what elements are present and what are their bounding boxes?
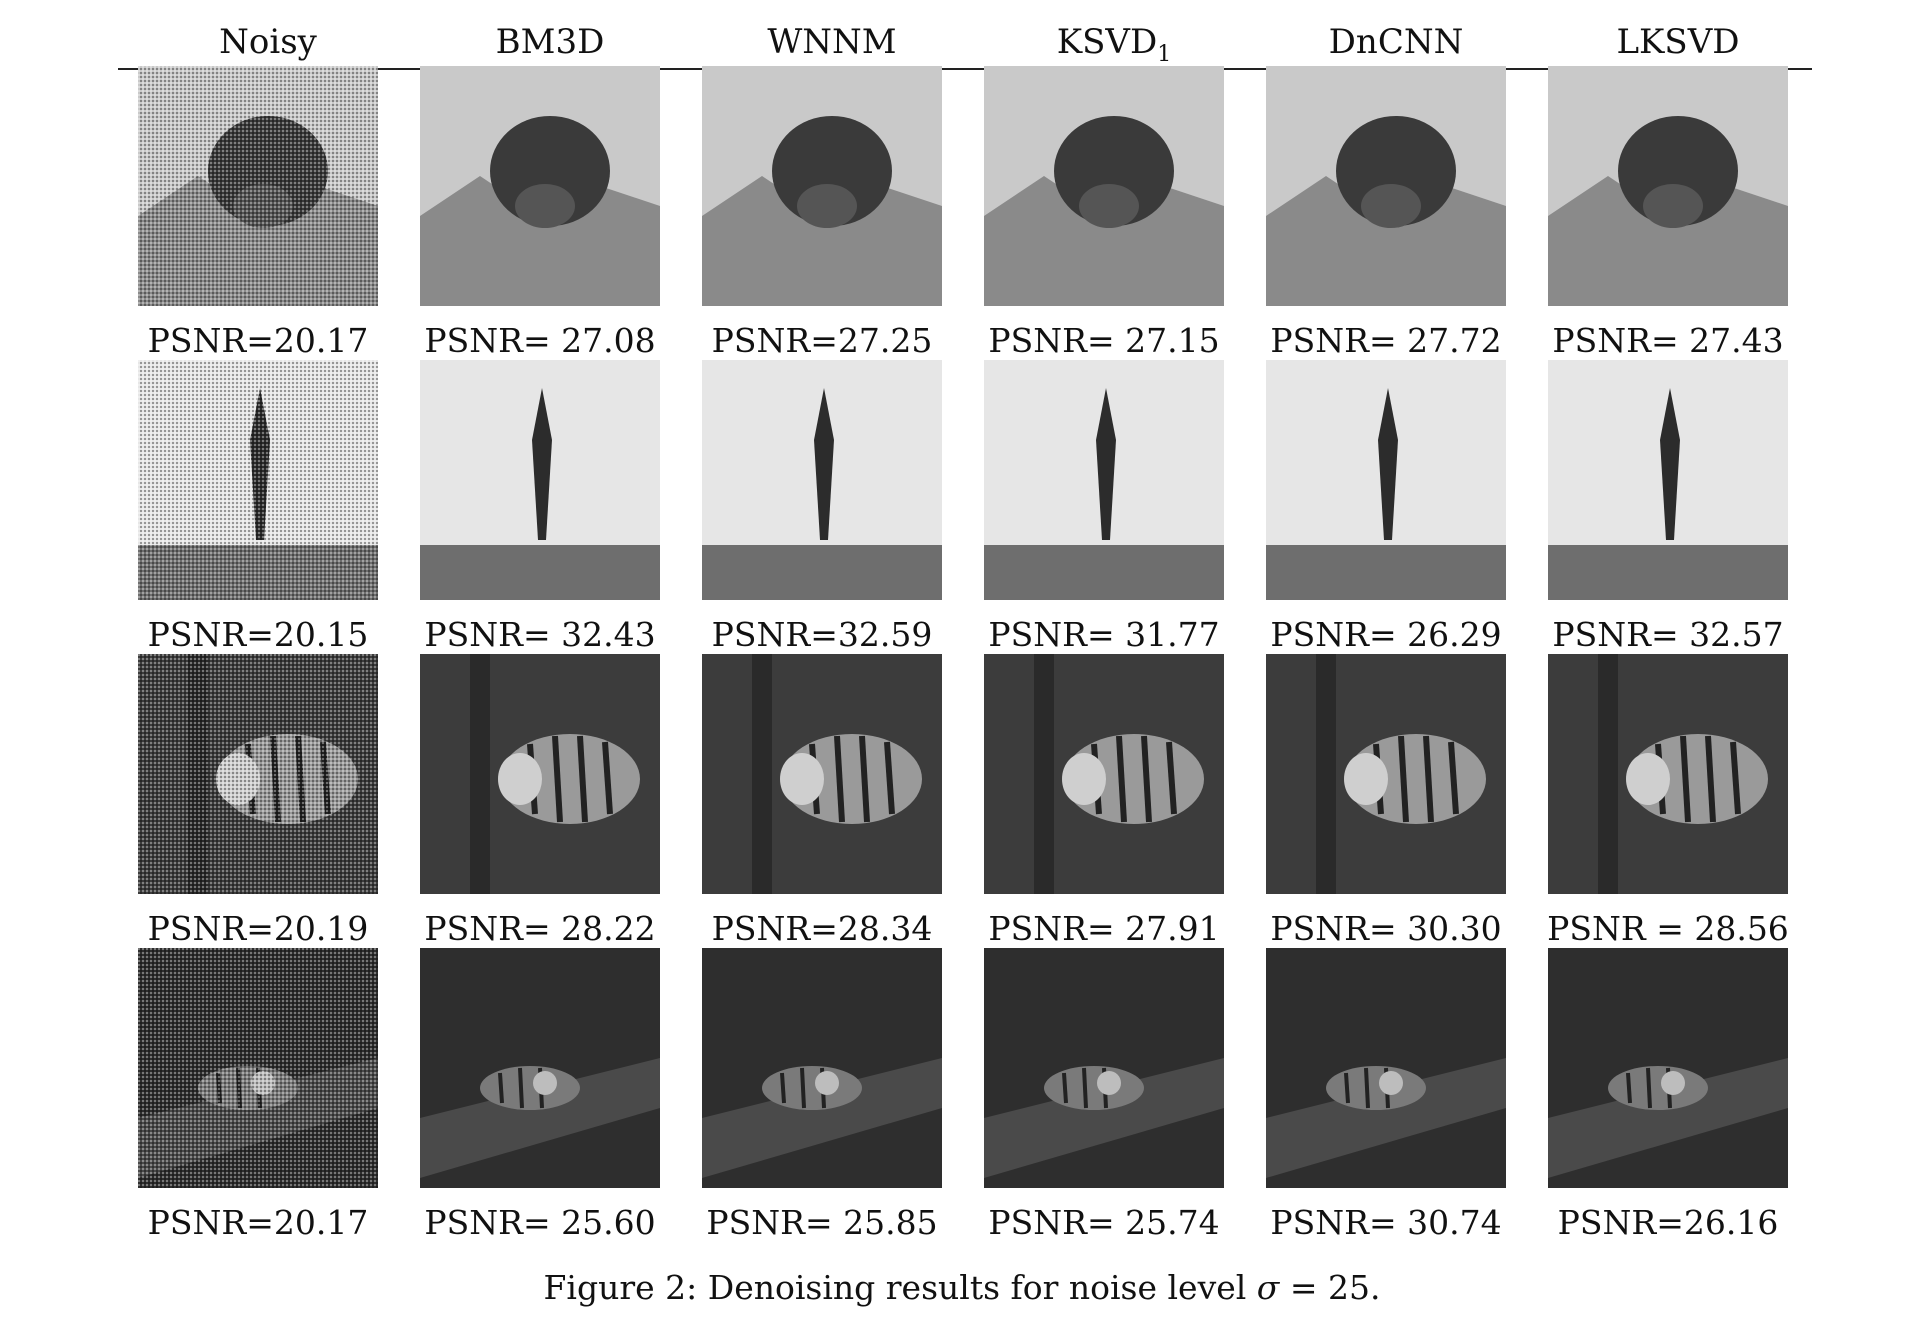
psnr-label: PSNR=20.15 — [147, 615, 369, 654]
column-header-row: Noisy BM3D WNNM KSVD1 DnCNN LKSVD — [118, 18, 1812, 70]
column-header-dncnn: DnCNN — [1328, 22, 1464, 62]
column-header-ksvd1: KSVD1 — [1056, 22, 1172, 67]
psnr-label: PSNR=26.16 — [1557, 1203, 1779, 1242]
tiger-foliage-image-lksvd — [1548, 948, 1788, 1188]
column-header-lksvd: LKSVD — [1616, 22, 1740, 62]
psnr-label: PSNR= 25.60 — [424, 1203, 656, 1242]
tiger-foliage-image-ksvd1 — [984, 948, 1224, 1188]
penguin-image-wnnm — [702, 360, 942, 600]
lion-image-noisy — [138, 66, 378, 306]
psnr-label: PSNR=27.25 — [711, 321, 933, 360]
tiger-image-ksvd1 — [984, 654, 1224, 894]
tiger-image-noisy — [138, 654, 378, 894]
psnr-label: PSNR= 28.22 — [424, 909, 656, 948]
psnr-label: PSNR=20.17 — [147, 1203, 369, 1242]
tiger-image-dncnn — [1266, 654, 1506, 894]
psnr-label: PSNR= 26.29 — [1270, 615, 1502, 654]
psnr-label: PSNR= 27.43 — [1552, 321, 1784, 360]
figure-caption: Figure 2: Denoising results for noise le… — [543, 1268, 1381, 1307]
psnr-label: PSNR= 27.72 — [1270, 321, 1502, 360]
psnr-label: PSNR=20.17 — [147, 321, 369, 360]
tiger-foliage-image-dncnn — [1266, 948, 1506, 1188]
psnr-label: PSNR= 30.74 — [1270, 1203, 1502, 1242]
psnr-label: PSNR=20.19 — [147, 909, 369, 948]
psnr-label: PSNR= 27.08 — [424, 321, 656, 360]
column-header-bm3d: BM3D — [495, 22, 605, 62]
column-header-noisy: Noisy — [219, 22, 317, 62]
lion-image-dncnn — [1266, 66, 1506, 306]
lion-image-bm3d — [420, 66, 660, 306]
psnr-label: PSNR= 30.30 — [1270, 909, 1502, 948]
column-header-wnnm: WNNM — [767, 22, 897, 62]
lion-image-lksvd — [1548, 66, 1788, 306]
ksvd-subscript: 1 — [1157, 41, 1172, 67]
psnr-label: PSNR= 25.85 — [706, 1203, 938, 1242]
psnr-label: PSNR= 32.57 — [1552, 615, 1784, 654]
psnr-label: PSNR=28.34 — [711, 909, 933, 948]
tiger-foliage-image-noisy — [138, 948, 378, 1188]
psnr-label: PSNR= 32.43 — [424, 615, 656, 654]
psnr-label: PSNR=32.59 — [711, 615, 933, 654]
lion-image-wnnm — [702, 66, 942, 306]
tiger-image-lksvd — [1548, 654, 1788, 894]
penguin-image-ksvd1 — [984, 360, 1224, 600]
tiger-image-bm3d — [420, 654, 660, 894]
penguin-image-lksvd — [1548, 360, 1788, 600]
tiger-foliage-image-wnnm — [702, 948, 942, 1188]
psnr-label: PSNR= 31.77 — [988, 615, 1220, 654]
penguin-image-dncnn — [1266, 360, 1506, 600]
psnr-label: PSNR= 25.74 — [988, 1203, 1220, 1242]
tiger-foliage-image-bm3d — [420, 948, 660, 1188]
lion-image-ksvd1 — [984, 66, 1224, 306]
tiger-image-wnnm — [702, 654, 942, 894]
penguin-image-noisy — [138, 360, 378, 600]
psnr-label: PSNR = 28.56 — [1547, 909, 1789, 948]
psnr-label: PSNR= 27.91 — [988, 909, 1220, 948]
psnr-label: PSNR= 27.15 — [988, 321, 1220, 360]
penguin-image-bm3d — [420, 360, 660, 600]
